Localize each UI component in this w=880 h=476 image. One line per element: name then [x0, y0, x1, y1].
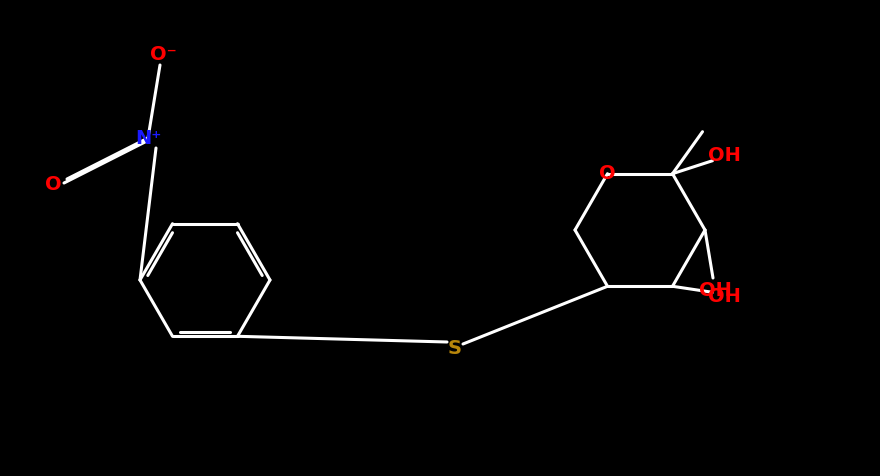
Text: O: O [45, 176, 62, 195]
Text: OH: OH [708, 287, 741, 306]
Text: OH: OH [708, 146, 741, 165]
Text: O⁻: O⁻ [150, 46, 176, 65]
Text: N⁺: N⁺ [135, 129, 161, 148]
Text: OH: OH [699, 280, 731, 299]
Text: O: O [599, 164, 616, 183]
Text: S: S [448, 338, 462, 357]
